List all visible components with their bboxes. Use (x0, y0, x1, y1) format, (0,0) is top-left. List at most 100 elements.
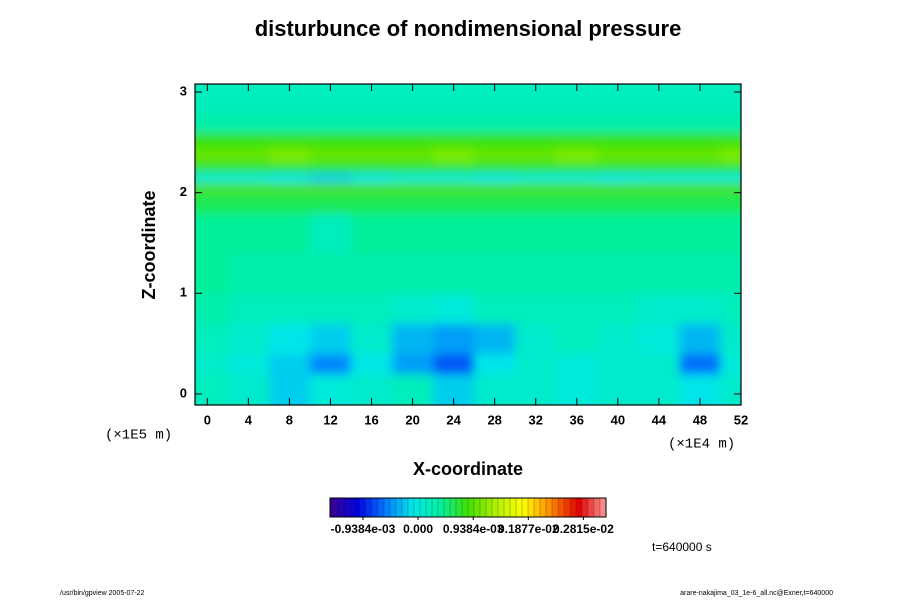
colorbar-swatch (575, 497, 583, 518)
colorbar-tick-label: 0.1877e-02 (498, 522, 559, 536)
colorbar-swatch (539, 497, 547, 518)
field-cell (474, 147, 516, 163)
field-cell (679, 253, 721, 294)
footer-right: arare-nakajima_03_1e-6_all.nc@Exner,t=64… (680, 590, 833, 597)
colorbar-swatch (347, 497, 355, 518)
field-cell (227, 182, 270, 194)
y-tick-label: 3 (180, 83, 187, 98)
field-cell (638, 112, 680, 133)
field-cell (227, 172, 270, 184)
field-cell (195, 84, 229, 113)
field-cell (515, 112, 557, 133)
field-cell (597, 172, 639, 184)
field-cell (474, 353, 516, 375)
field-cell (679, 132, 721, 148)
field-cell (638, 192, 680, 214)
field-cell (309, 323, 352, 355)
field-cell (556, 172, 598, 184)
colorbar-swatch (425, 497, 433, 518)
field-cell (679, 172, 721, 184)
field-cell (556, 212, 598, 254)
plot-frame (194, 83, 742, 406)
colorbar-swatch (557, 497, 565, 518)
field-cell (227, 293, 270, 324)
x-tick-label: 0 (204, 412, 211, 427)
colorbar-tick-label: 0.9384e-03 (443, 522, 504, 536)
field-cell (474, 323, 516, 355)
field-cell (720, 132, 741, 148)
colorbar-swatch (563, 497, 571, 518)
field-cell (351, 293, 393, 324)
colorbar-swatch (335, 497, 343, 518)
x-tick-label: 44 (652, 412, 667, 427)
y-tick-label: 0 (180, 385, 187, 400)
field-cell (556, 162, 598, 174)
field-cell (268, 323, 311, 355)
field-cell (638, 212, 680, 254)
field-cell (597, 192, 639, 214)
field-cell (597, 353, 639, 375)
colorbar-swatch (329, 497, 337, 518)
field-cell (309, 353, 352, 375)
colorbar-swatch (341, 497, 349, 518)
field-cell (433, 212, 475, 254)
field-cell (679, 293, 721, 324)
field-cell (195, 182, 229, 194)
field-cell (195, 162, 229, 174)
field-cell (597, 212, 639, 254)
field-cell (515, 192, 557, 214)
colorbar-tick-label: 0.000 (403, 522, 433, 536)
field-cell (638, 353, 680, 375)
field-cell (227, 147, 270, 163)
colorbar-swatch (503, 497, 511, 518)
field-cell (195, 373, 229, 405)
field-cell (392, 172, 434, 184)
field-cell (720, 353, 741, 375)
field-cell (720, 162, 741, 174)
field-cell (556, 182, 598, 194)
field-cell (351, 182, 393, 194)
field-cell (720, 373, 741, 405)
colorbar-swatch (377, 497, 385, 518)
field-cell (433, 172, 475, 184)
colorbar-swatch (485, 497, 493, 518)
field-cell (720, 293, 741, 324)
field-cell (392, 182, 434, 194)
field-cell (474, 253, 516, 294)
field-cell (268, 132, 311, 148)
colorbar-swatch (431, 497, 439, 518)
field-cell (351, 353, 393, 375)
field-cell (227, 162, 270, 174)
field-cell (268, 253, 311, 294)
y-axis-label: Z-coordinate (139, 190, 159, 299)
field-cell (597, 112, 639, 133)
field-cell (679, 182, 721, 194)
field-cell (268, 162, 311, 174)
field-cell (392, 112, 434, 133)
field-cell (227, 212, 270, 254)
field-cell (351, 212, 393, 254)
field-cell (556, 323, 598, 355)
field-cell (474, 192, 516, 214)
field (195, 84, 741, 405)
x-tick-label: 48 (693, 412, 707, 427)
field-cell (195, 293, 229, 324)
colorbar-swatch (497, 497, 505, 518)
field-cell (392, 353, 434, 375)
field-cell (351, 112, 393, 133)
field-cell (679, 162, 721, 174)
field-cell (392, 132, 434, 148)
field-cell (597, 132, 639, 148)
colorbar-swatch (569, 497, 577, 518)
field-cell (268, 172, 311, 184)
field-cell (392, 212, 434, 254)
field-cell (556, 192, 598, 214)
field-cell (433, 112, 475, 133)
field-cell (268, 112, 311, 133)
field-cell (309, 172, 352, 184)
colorbar-swatch (509, 497, 517, 518)
field-cell (638, 253, 680, 294)
colorbar-swatch (521, 497, 529, 518)
